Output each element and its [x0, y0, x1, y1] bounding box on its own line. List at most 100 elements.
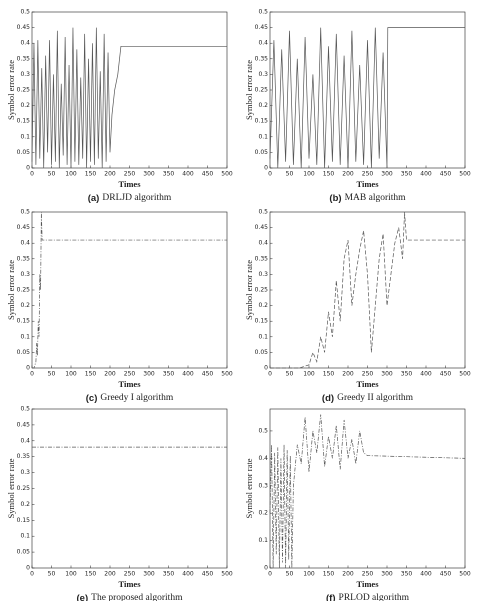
y-tick-label: 0.5 [258, 9, 268, 16]
y-tick-label: 0.2 [258, 302, 268, 309]
x-tick-label: 0 [30, 571, 34, 578]
x-tick-label: 400 [420, 371, 432, 378]
x-tick-label: 350 [401, 171, 413, 178]
y-tick-label: 0.05 [255, 349, 269, 356]
y-tick-label: 0.4 [258, 455, 268, 462]
series-line [269, 414, 466, 569]
x-tick-label: 300 [381, 571, 393, 578]
panel-label: (e) [77, 593, 89, 601]
y-tick-label: 0.2 [258, 510, 268, 517]
caption: (d) Greedy II algorithm [322, 393, 414, 404]
x-tick-label: 0 [268, 571, 272, 578]
x-tick-label: 300 [143, 171, 155, 178]
x-tick-label: 250 [362, 171, 374, 178]
x-tick-label: 450 [440, 371, 452, 378]
x-tick-label: 200 [104, 171, 116, 178]
y-tick-label: 0.05 [17, 549, 31, 556]
y-tick-label: 0 [26, 365, 30, 372]
caption: (b) MAB algorithm [329, 193, 406, 204]
x-tick-label: 100 [65, 571, 77, 578]
x-tick-label: 0 [268, 171, 272, 178]
x-tick-label: 150 [85, 571, 97, 578]
x-tick-label: 500 [221, 371, 233, 378]
x-tick-label: 450 [440, 171, 452, 178]
panel-title: Greedy II algorithm [337, 393, 414, 403]
x-tick-label: 100 [303, 371, 315, 378]
plot-frame [31, 211, 228, 369]
panel: 0 0.1 0.2 0.3 0.4 0.5 0 50 100 150 200 250 300 350 400… [244, 408, 471, 601]
y-tick-label: 0.5 [258, 427, 268, 434]
x-tick-label: 250 [124, 371, 136, 378]
x-tick-label: 350 [401, 571, 413, 578]
y-tick-label: 0.45 [17, 224, 31, 231]
plot-frame [31, 408, 228, 569]
x-tick-label: 100 [303, 171, 315, 178]
y-tick-label: 0.15 [17, 517, 31, 524]
y-tick-label: 0.2 [20, 302, 30, 309]
y-tick-label: 0.4 [258, 240, 268, 247]
x-tick-label: 250 [362, 571, 374, 578]
y-tick-label: 0.25 [17, 287, 31, 294]
x-tick-label: 150 [323, 371, 335, 378]
y-tick-label: 0.15 [255, 118, 269, 125]
y-tick-label: 0.3 [258, 271, 268, 278]
panel: 0 0.05 0.1 0.15 0.2 0.25 0.3 0.35 0.4 0.45 0.5 0 50 1… [244, 209, 471, 404]
y-axis-label: Symbol error rate [244, 60, 254, 120]
x-tick-label: 200 [342, 171, 354, 178]
x-tick-label: 150 [323, 571, 335, 578]
series-line [32, 211, 227, 369]
y-tick-label: 0.5 [258, 209, 268, 216]
series-line [31, 27, 227, 169]
x-tick-label: 500 [459, 171, 471, 178]
x-tick-label: 100 [65, 371, 77, 378]
x-tick-label: 0 [30, 171, 34, 178]
y-tick-label: 0.1 [258, 333, 268, 340]
y-tick-label: 0.15 [17, 318, 31, 325]
y-tick-label: 0.05 [17, 149, 31, 156]
x-tick-label: 100 [65, 171, 77, 178]
caption: (c) Greedy I algorithm [86, 393, 174, 404]
caption: (a) DRLJD algorithm [88, 193, 172, 204]
y-tick-label: 0 [264, 565, 268, 572]
x-axis-label: Times [118, 379, 141, 389]
y-tick-label: 0.2 [20, 501, 30, 508]
x-tick-label: 450 [202, 171, 214, 178]
y-axis-label: Symbol error rate [244, 458, 254, 518]
x-axis-label: Times [118, 179, 141, 189]
x-tick-label: 400 [182, 571, 194, 578]
panel: 0 0.05 0.1 0.15 0.2 0.25 0.3 0.35 0.4 0.45 0.5 0 50 1… [6, 406, 233, 601]
panel-title: DRLJD algorithm [102, 193, 171, 203]
x-tick-label: 300 [381, 171, 393, 178]
y-tick-label: 0 [264, 165, 268, 172]
x-tick-label: 250 [124, 171, 136, 178]
x-tick-label: 500 [221, 171, 233, 178]
x-axis-label: Times [356, 179, 379, 189]
y-tick-label: 0.45 [17, 24, 31, 31]
x-tick-label: 150 [323, 171, 335, 178]
y-tick-label: 0.05 [255, 149, 269, 156]
x-axis-label: Times [118, 579, 141, 589]
y-tick-label: 0.5 [20, 209, 30, 216]
x-tick-label: 500 [459, 371, 471, 378]
y-tick-label: 0.3 [258, 71, 268, 78]
y-tick-label: 0.25 [255, 287, 269, 294]
x-tick-label: 50 [48, 171, 56, 178]
x-tick-label: 200 [342, 371, 354, 378]
y-tick-label: 0.05 [17, 349, 31, 356]
y-tick-label: 0.1 [20, 333, 30, 340]
x-tick-label: 450 [440, 571, 452, 578]
caption: (f) PRLOD algorithm [326, 593, 410, 601]
y-tick-label: 0.4 [258, 40, 268, 47]
y-tick-label: 0.15 [255, 318, 269, 325]
x-tick-label: 350 [401, 371, 413, 378]
y-tick-label: 0.2 [20, 102, 30, 109]
panel: 0 0.05 0.1 0.15 0.2 0.25 0.3 0.35 0.4 0.45 0.5 0 50 1… [244, 9, 471, 204]
x-tick-label: 350 [163, 571, 175, 578]
y-axis-label: Symbol error rate [6, 458, 16, 518]
x-tick-label: 250 [124, 571, 136, 578]
y-axis-label: Symbol error rate [244, 260, 254, 320]
y-tick-label: 0.1 [258, 537, 268, 544]
panel-title: MAB algorithm [345, 193, 407, 203]
y-tick-label: 0.3 [20, 469, 30, 476]
